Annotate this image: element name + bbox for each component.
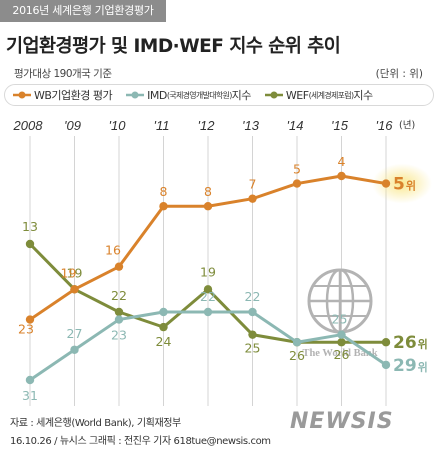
page-title: 기업환경평가 및 IMD·WEF 지수 순위 추이 [6,36,341,57]
x-tick-label: '13 [242,118,260,133]
data-point [337,171,346,181]
data-label: 22 [111,288,127,303]
rank-line-chart: 2008 '09 '10 '11 '12 '13 '14 '15 '16 (년) The Worl… [13,118,432,406]
subtitle-unit: (단위 : 위) [375,68,423,80]
legend-label-imd: IMD [147,88,167,102]
chart-legend: WB기업환경 평가 IMD (국제경영개발대학원) 지수 WEF (세계경제포럼) … [4,84,434,106]
data-point [70,285,79,294]
data-label: 26 [334,347,350,362]
chart-series [25,171,391,385]
data-label: 24 [156,334,172,349]
x-tick-label: '16 [376,118,394,133]
end-label: 26위 [393,333,428,353]
data-label: 27 [67,326,83,341]
data-point [159,202,168,211]
legend-label-wef-tail: 지수 [353,89,373,102]
legend-line-wef-icon [264,91,283,99]
x-tick-label: 2008 [13,118,44,133]
data-point [203,307,213,317]
end-label: 5위 [393,175,416,195]
data-label: 19 [67,265,83,280]
data-point [381,338,391,347]
chart-gridlines [29,136,432,406]
category-tag: 2016년 세계은행 기업환경평가 [0,0,166,22]
data-label: 25 [245,341,261,356]
data-label: 4 [338,154,346,169]
data-label: 5 [293,162,301,177]
x-tick-label: '09 [64,118,81,133]
data-label: 13 [22,219,38,234]
end-label: 29위 [393,356,428,376]
source-note: 자료 : 세계은행(World Bank), 기획재정부 [10,418,181,429]
data-label: 25 [332,312,348,327]
x-tick-label: '12 [198,118,216,133]
legend-line-wb-icon [13,91,31,99]
data-point [25,239,35,249]
data-point [114,315,124,324]
legend-label-wef-detail: (세계경제포럼) [308,90,355,100]
x-tick-label: '14 [287,118,304,133]
data-label: 23 [18,322,34,337]
world-bank-label: The World Bank [302,348,377,359]
end-label-suffix: 위 [418,361,428,374]
data-label: 22 [245,289,261,304]
data-label: 19 [61,265,77,280]
data-label: 19 [200,264,216,279]
data-point [381,179,391,188]
data-label: 22 [200,289,216,304]
data-point [25,315,35,324]
legend-label-imd-detail: (국제경영개발대학원) [166,90,232,100]
highlight-glow [372,163,432,204]
legend-item-imd: IMD (국제경영개발대학원) 지수 [126,87,251,103]
data-label: 8 [160,184,168,199]
data-point [337,338,346,347]
data-point [203,285,213,294]
data-point [114,262,124,271]
x-unit-label: (년) [399,120,415,131]
data-point [248,330,257,339]
data-point [159,307,168,317]
legend-label-wef: WEF [285,88,309,102]
x-tick-label: '10 [109,118,127,133]
legend-label-wb: WB기업환경 평가 [34,89,113,102]
x-tick-label: '15 [331,118,349,133]
x-tick-label: '11 [154,118,170,133]
data-label: 16 [105,243,121,258]
legend-item-wef: WEF (세계경제포럼) 지수 [264,87,373,103]
legend-label-imd-tail: 지수 [231,89,252,102]
legend-line-imd-icon [126,91,145,99]
data-label: 31 [22,388,38,403]
data-point [70,345,79,354]
data-point [337,330,346,339]
subtitle-basis: 평가대상 190개국 기준 [14,68,112,80]
data-label: 26 [289,348,305,363]
data-point [25,375,35,385]
data-point [248,194,257,203]
data-label: 7 [249,177,257,192]
x-axis-ticks: 2008 '09 '10 '11 '12 '13 '14 '15 '16 (년) [13,118,416,133]
credit-note: 16.10.26 / 뉴시스 그래픽 : 전진우 기자 618tue@newsi… [10,436,271,447]
data-point [203,202,213,211]
newsis-logo: NEWSIS [290,409,394,434]
end-label-suffix: 위 [406,180,416,193]
data-label: 8 [204,184,212,199]
data-label: 23 [111,328,127,343]
chart-data-labels: 13 19 22 24 19 25 26 26 26위 31 27 23 22 22 25 29위 23 19 16… [18,154,428,403]
legend-item-wb: WB기업환경 평가 [13,87,113,103]
data-point [292,338,302,347]
data-point [159,322,168,332]
data-point [114,307,124,317]
data-point [381,360,391,370]
end-label-suffix: 위 [418,338,428,351]
data-point [248,307,257,317]
data-point [292,179,302,188]
